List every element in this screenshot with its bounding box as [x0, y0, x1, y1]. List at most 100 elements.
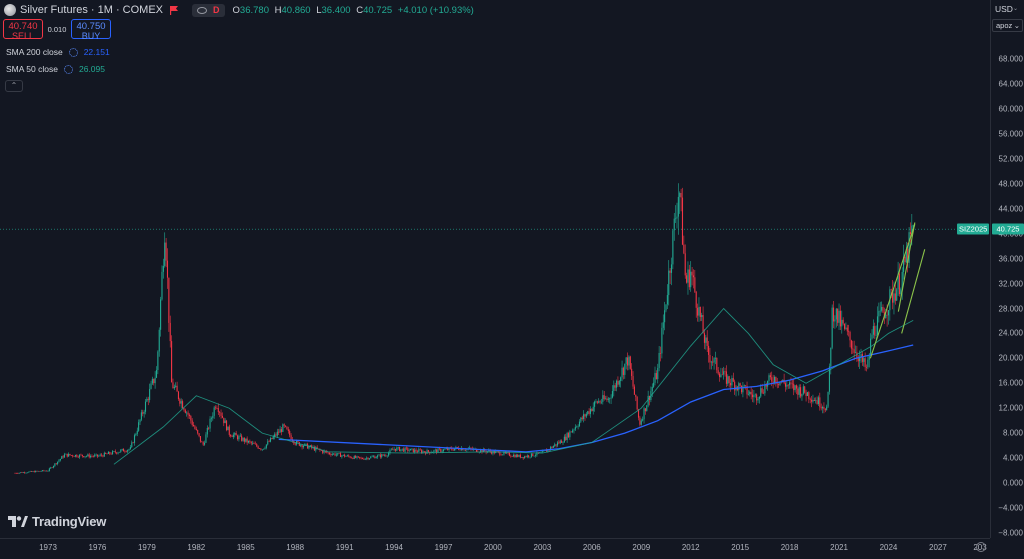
- candle-body: [561, 440, 563, 443]
- candle-body: [588, 411, 590, 414]
- candle-body: [168, 277, 170, 323]
- candle-body: [272, 436, 274, 440]
- candle-body: [360, 457, 362, 459]
- candle-body: [195, 428, 197, 430]
- candle-body: [415, 449, 417, 452]
- indicator-sma200[interactable]: SMA 200 close 22.151: [6, 47, 110, 57]
- candle-body: [333, 453, 335, 455]
- currency-label[interactable]: USD: [995, 4, 1013, 14]
- candle-body: [804, 386, 806, 393]
- candle-body: [725, 371, 727, 384]
- candle-body: [135, 433, 137, 436]
- settings-dot-icon[interactable]: [68, 47, 78, 57]
- candle-body: [605, 398, 607, 400]
- time-tick-label: 1991: [335, 543, 354, 552]
- candle-body: [510, 455, 512, 457]
- candle-body: [500, 454, 502, 456]
- candle-body: [552, 446, 554, 448]
- candle-body: [665, 304, 667, 311]
- candle-body: [408, 450, 410, 452]
- candle-body: [338, 453, 340, 454]
- price-axis[interactable]: USD ⌄ apoz ⌄ 68.000 64.000 60.000 56.000 52.0…: [990, 0, 1024, 538]
- indicator-sma50[interactable]: SMA 50 close 26.095: [6, 64, 105, 74]
- candle-body: [846, 327, 848, 332]
- candle-body: [681, 197, 684, 245]
- candle-body: [335, 454, 337, 456]
- candle-body: [661, 327, 663, 354]
- candle-body: [150, 383, 152, 389]
- time-tick-label: 1973: [39, 543, 57, 552]
- candle-body: [765, 384, 767, 387]
- candle-body: [643, 408, 645, 420]
- candle-body: [107, 451, 109, 454]
- candle-body: [845, 327, 847, 329]
- candle-body: [743, 385, 745, 386]
- candle-body: [246, 438, 248, 443]
- candle-body: [768, 375, 770, 381]
- candle-body: [529, 456, 531, 458]
- candle-body: [238, 436, 240, 440]
- candle-body: [646, 405, 648, 412]
- candle-body: [219, 411, 221, 413]
- candle-body: [629, 356, 631, 369]
- silver-symbol-icon: [4, 4, 16, 16]
- visibility-toggle[interactable]: D: [192, 3, 225, 17]
- candle-body: [92, 456, 94, 457]
- candle-body: [381, 454, 383, 458]
- candle-body: [838, 310, 840, 323]
- candle-body: [29, 471, 31, 472]
- chart-area[interactable]: Silver Futures · 1M · COMEX D O36.780 H4…: [0, 0, 990, 538]
- buy-button[interactable]: 40.750 BUY: [71, 19, 111, 41]
- candle-body: [32, 471, 34, 472]
- candle-body: [511, 456, 513, 457]
- time-axis[interactable]: 1973 1976 1979 1982 1985 1988 1991 1994 1997 2000…: [0, 538, 990, 559]
- candle-body: [121, 448, 123, 450]
- red-flag-icon[interactable]: [169, 5, 179, 15]
- price-tick-label: −8.000: [998, 528, 1023, 538]
- price-tick-label: 52.000: [998, 154, 1023, 164]
- candle-body: [80, 454, 82, 456]
- candle-body: [760, 388, 762, 397]
- sell-button[interactable]: 40.740 SELL: [3, 19, 43, 41]
- candle-body: [688, 269, 690, 288]
- candle-body: [154, 377, 156, 384]
- candle-body: [173, 386, 175, 389]
- symbol-title[interactable]: Silver Futures · 1M · COMEX: [20, 4, 164, 16]
- gear-icon[interactable]: [976, 542, 986, 552]
- collapse-indicators-button[interactable]: ⌃: [5, 80, 23, 92]
- candle-body: [599, 401, 601, 403]
- price-tick-label: 32.000: [998, 279, 1023, 289]
- candle-body: [278, 431, 280, 433]
- candle-body: [600, 401, 603, 403]
- candle-body: [581, 417, 583, 420]
- candle-body: [654, 373, 656, 383]
- candle-body: [236, 435, 239, 440]
- candle-body: [626, 357, 629, 366]
- candle-body: [311, 445, 313, 448]
- candle-body: [659, 352, 662, 354]
- candle-body: [177, 391, 180, 400]
- time-tick-label: 2006: [582, 543, 601, 552]
- scale-select[interactable]: apoz ⌄: [992, 19, 1023, 32]
- candle-body: [570, 431, 572, 433]
- candle-body: [47, 470, 49, 472]
- candle-body: [269, 438, 272, 442]
- candle-body: [728, 376, 730, 383]
- candle-body: [710, 361, 712, 363]
- candle-body: [706, 337, 708, 346]
- candle-body: [294, 443, 296, 445]
- candle-body: [245, 438, 247, 442]
- price-chart[interactable]: [0, 0, 990, 538]
- candle-body: [254, 443, 256, 445]
- candle-body: [793, 383, 795, 391]
- candle-body: [88, 454, 90, 458]
- candle-body: [699, 306, 701, 317]
- settings-dot-icon[interactable]: [63, 64, 73, 74]
- candle-body: [697, 307, 699, 316]
- candle-body: [261, 449, 263, 451]
- candle-body: [832, 307, 835, 322]
- candle-body: [175, 385, 177, 387]
- candle-body: [235, 433, 237, 436]
- candle-body: [118, 451, 120, 453]
- candle-body: [607, 398, 609, 400]
